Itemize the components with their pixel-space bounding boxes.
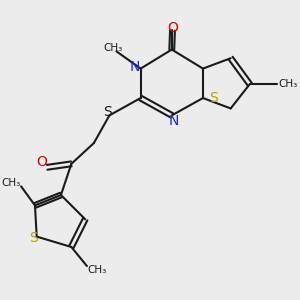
Text: S: S — [29, 231, 38, 245]
Text: O: O — [37, 155, 47, 169]
Text: O: O — [167, 21, 178, 35]
Text: S: S — [103, 105, 112, 119]
Text: CH₃: CH₃ — [278, 79, 298, 89]
Text: S: S — [209, 91, 218, 105]
Text: CH₃: CH₃ — [103, 43, 122, 53]
Text: CH₃: CH₃ — [88, 265, 107, 275]
Text: N: N — [129, 60, 140, 74]
Text: CH₃: CH₃ — [1, 178, 20, 188]
Text: N: N — [168, 114, 179, 128]
